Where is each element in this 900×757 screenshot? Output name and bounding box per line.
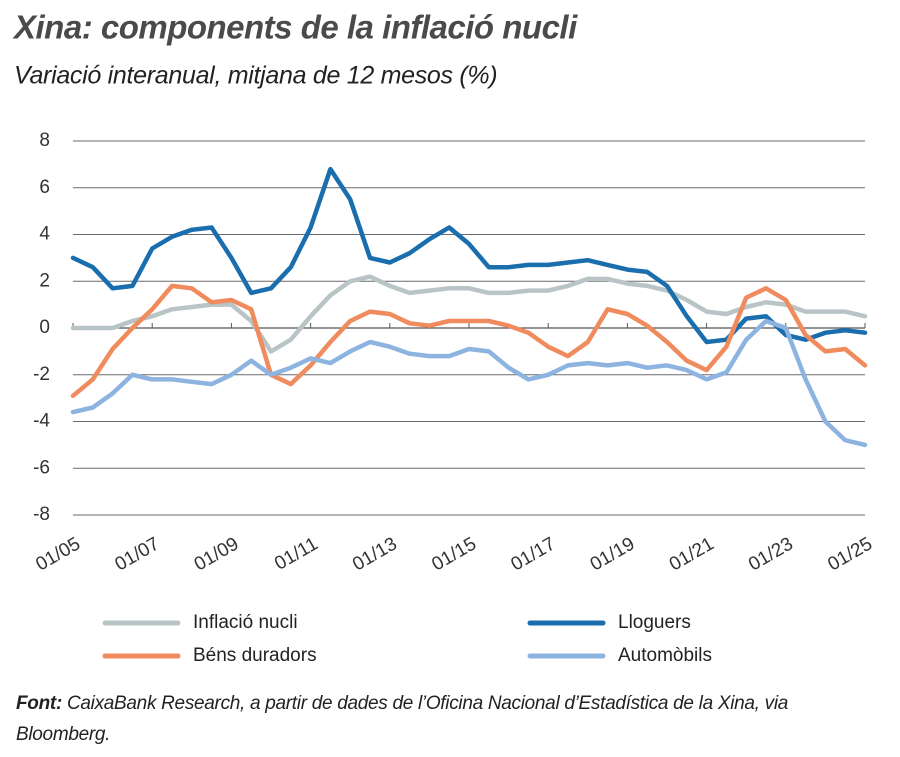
- series-line: [70, 166, 868, 345]
- legend-label: Béns duradors: [193, 645, 317, 666]
- x-tick-label: 01/11: [271, 533, 321, 574]
- y-tick-label: -6: [33, 457, 50, 478]
- chart-title: Xina: components de la inflació nucli: [12, 9, 578, 46]
- x-tick-label: 01/07: [112, 533, 164, 575]
- x-tick-label: 01/13: [349, 533, 401, 575]
- x-tick-label: 01/09: [191, 533, 243, 575]
- x-tick-label: 01/19: [587, 533, 639, 575]
- source-text: CaixaBank Research, a partir de dades de…: [16, 693, 789, 745]
- source-label: Font:: [16, 693, 62, 714]
- series-line: [70, 274, 868, 354]
- x-tick-label: 01/05: [32, 533, 84, 575]
- chart-subtitle: Variació interanual, mitjana de 12 mesos…: [14, 62, 497, 90]
- series-line: [70, 318, 868, 448]
- x-tick-label: 01/17: [508, 533, 560, 575]
- y-tick-label: -2: [33, 364, 50, 385]
- x-tick-label: 01/15: [428, 533, 480, 575]
- y-tick-label: 8: [39, 130, 50, 151]
- legend-label: Inflació nucli: [193, 612, 298, 633]
- series-line: [70, 283, 868, 399]
- x-tick-label: 01/23: [745, 533, 797, 575]
- y-tick-label: 0: [39, 317, 50, 338]
- y-tick-label: 4: [39, 224, 50, 245]
- legend-label: Lloguers: [618, 612, 691, 633]
- y-tick-label: -4: [33, 411, 50, 432]
- legend-label: Automòbils: [618, 645, 712, 666]
- source-note: Font: CaixaBank Research, a partir de da…: [16, 688, 856, 750]
- x-tick-label: 01/21: [666, 533, 718, 575]
- y-tick-label: 2: [39, 270, 50, 291]
- chart: Xina: components de la inflació nucli Va…: [12, 9, 876, 666]
- y-tick-label: -8: [33, 504, 50, 525]
- y-tick-label: 6: [39, 177, 50, 198]
- x-tick-label: 01/25: [824, 533, 876, 575]
